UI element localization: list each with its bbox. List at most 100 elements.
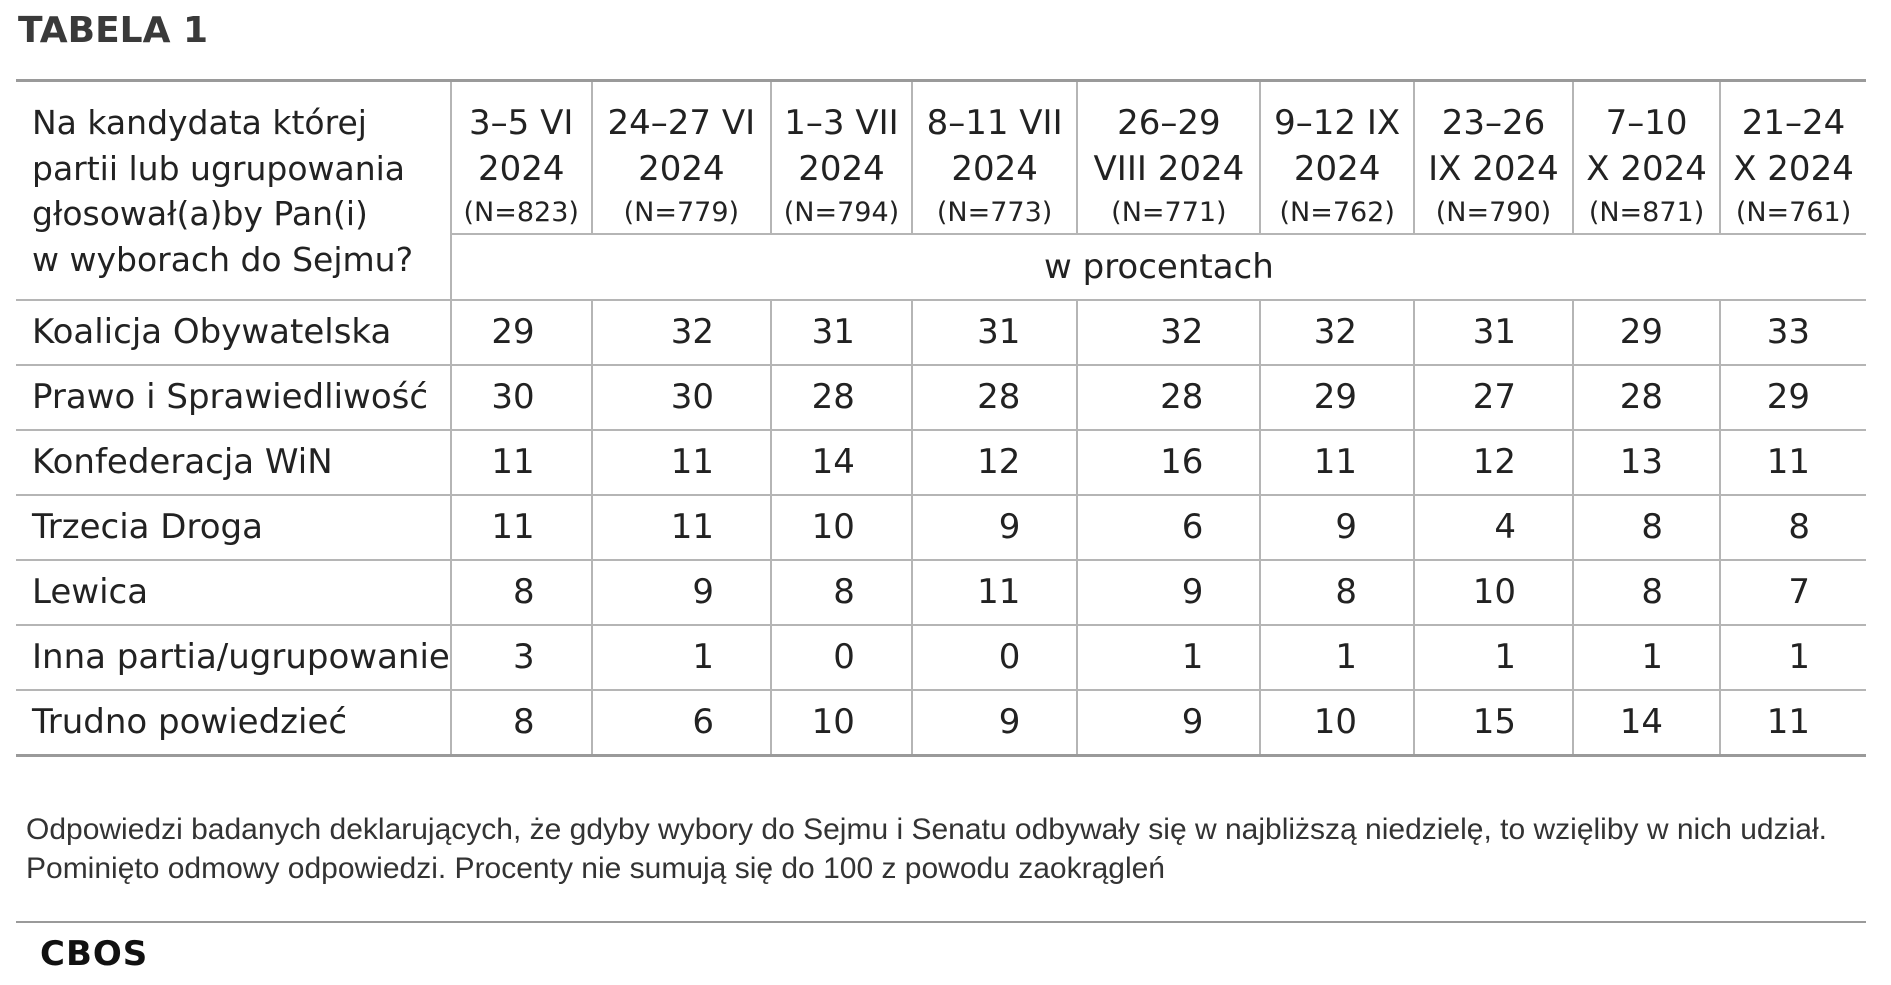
table-cell: 29	[1572, 298, 1722, 366]
table-row: Trzecia Droga 11 11 10 9 6 9 4 8 8	[16, 493, 1866, 561]
table-cell: 28	[910, 363, 1079, 431]
table-cell: 32	[1076, 298, 1262, 366]
table-cell: 6	[590, 688, 773, 757]
period-header: 21–24 X 2024 (N=761)	[1719, 79, 1866, 235]
header-row: Na kandydata której partii lub ugrupowan…	[16, 79, 1866, 301]
table-cell: 10	[1412, 558, 1575, 626]
period-header: 8–11 VII 2024 (N=773)	[910, 79, 1079, 235]
table-cell: 1	[1259, 623, 1415, 691]
party-label: Trzecia Droga	[16, 493, 452, 561]
period-dates: 8–11 VII	[926, 103, 1063, 143]
table-cell: 11	[449, 493, 593, 561]
table-cell: 1	[590, 623, 773, 691]
table-cell: 29	[1719, 363, 1866, 431]
table-cell: 30	[449, 363, 593, 431]
table-row: Koalicja Obywatelska 29 32 31 31 32 32 3…	[16, 298, 1866, 366]
party-label: Trudno powiedzieć	[16, 688, 452, 757]
sample-size: (N=794)	[783, 197, 900, 228]
table-row: Konfederacja WiN 11 11 14 12 16 11 12 13…	[16, 428, 1866, 496]
unit-label: w procentach	[450, 232, 1866, 301]
table-cell: 9	[1076, 558, 1262, 626]
table-cell: 31	[770, 298, 913, 366]
poll-table: Na kandydata której partii lub ugrupowan…	[16, 79, 1866, 757]
party-label: Konfederacja WiN	[16, 428, 452, 496]
period-header: 26–29 VIII 2024 (N=771)	[1076, 79, 1262, 235]
table-cell: 11	[449, 428, 593, 496]
table-cell: 1	[1412, 623, 1575, 691]
table-cell: 11	[590, 493, 773, 561]
table-cell: 8	[449, 558, 593, 626]
table-cell: 10	[770, 688, 913, 757]
table-cell: 27	[1412, 363, 1575, 431]
question-line: partii lub ugrupowania	[32, 148, 406, 188]
period-dates: 7–10	[1605, 103, 1688, 143]
table-cell: 0	[770, 623, 913, 691]
table-cell: 10	[1259, 688, 1415, 757]
sample-size: (N=761)	[1735, 197, 1852, 228]
period-dates: 1–3 VII	[784, 103, 899, 143]
source-logo: CBOS	[40, 934, 149, 974]
sample-size: (N=773)	[936, 197, 1053, 228]
table-cell: 8	[1259, 558, 1415, 626]
period-year: X 2024	[1733, 149, 1854, 189]
table-cell: 11	[910, 558, 1079, 626]
table-row: Inna partia/ugrupowanie 3 1 0 0 1 1 1 1 …	[16, 623, 1866, 691]
table-cell: 1	[1572, 623, 1722, 691]
table-cell: 0	[910, 623, 1079, 691]
table-cell: 33	[1719, 298, 1866, 366]
question-line: w wyborach do Sejmu?	[32, 239, 414, 279]
unit-row: w procentach	[16, 232, 1866, 301]
table-cell: 29	[1259, 363, 1415, 431]
table-cell: 9	[910, 688, 1079, 757]
table-row: Prawo i Sprawiedliwość 30 30 28 28 28 29…	[16, 363, 1866, 431]
footnote: Odpowiedzi badanych deklarujących, że gd…	[26, 813, 1827, 885]
question-header: Na kandydata której partii lub ugrupowan…	[16, 79, 452, 301]
period-dates: 26–29	[1117, 103, 1221, 143]
table-cell: 1	[1719, 623, 1866, 691]
period-header: 7–10 X 2024 (N=871)	[1572, 79, 1722, 235]
table-cell: 13	[1572, 428, 1722, 496]
table-cell: 8	[1719, 493, 1866, 561]
period-header: 3–5 VI 2024 (N=823)	[449, 79, 593, 235]
party-label: Prawo i Sprawiedliwość	[16, 363, 452, 431]
table-cell: 14	[770, 428, 913, 496]
table-cell: 32	[590, 298, 773, 366]
period-dates: 21–24	[1741, 103, 1846, 143]
table-cell: 32	[1259, 298, 1415, 366]
sample-size: (N=762)	[1279, 197, 1395, 228]
period-dates: 3–5 VI	[469, 103, 574, 143]
table-cell: 16	[1076, 428, 1262, 496]
table-cell: 12	[1412, 428, 1575, 496]
table-cell: 8	[1572, 493, 1722, 561]
table-cell: 28	[1572, 363, 1722, 431]
sample-size: (N=771)	[1111, 197, 1227, 228]
period-year: X 2024	[1586, 149, 1707, 189]
table-cell: 3	[449, 623, 593, 691]
table-cell: 4	[1412, 493, 1575, 561]
table-row: Trudno powiedzieć 8 6 10 9 9 10 15 14 11	[16, 688, 1866, 757]
divider	[16, 921, 1866, 923]
table-cell: 7	[1719, 558, 1866, 626]
period-dates: 23–26	[1441, 103, 1546, 143]
table-cell: 11	[590, 428, 773, 496]
period-header: 24–27 VI 2024 (N=779)	[590, 79, 773, 235]
table-cell: 9	[1076, 688, 1262, 757]
table-row: Lewica 8 9 8 11 9 8 10 8 7	[16, 558, 1866, 626]
period-year: 2024	[951, 149, 1038, 189]
question-line: głosował(a)by Pan(i)	[32, 194, 368, 233]
sample-size: (N=823)	[463, 197, 579, 228]
table-cell: 31	[910, 298, 1079, 366]
period-year: 2024	[1293, 149, 1381, 189]
party-label: Inna partia/ugrupowanie	[16, 623, 452, 691]
period-year: 2024	[477, 149, 565, 189]
table-cell: 11	[1719, 428, 1866, 496]
table-cell: 1	[1076, 623, 1262, 691]
period-dates: 9–12 IX	[1274, 103, 1401, 143]
table-cell: 15	[1412, 688, 1575, 757]
question-line: Na kandydata której	[32, 103, 367, 142]
table-cell: 28	[1076, 363, 1262, 431]
period-header: 1–3 VII 2024 (N=794)	[770, 79, 913, 235]
table-cell: 6	[1076, 493, 1262, 561]
party-label: Lewica	[16, 558, 452, 626]
sample-size: (N=871)	[1588, 197, 1705, 228]
